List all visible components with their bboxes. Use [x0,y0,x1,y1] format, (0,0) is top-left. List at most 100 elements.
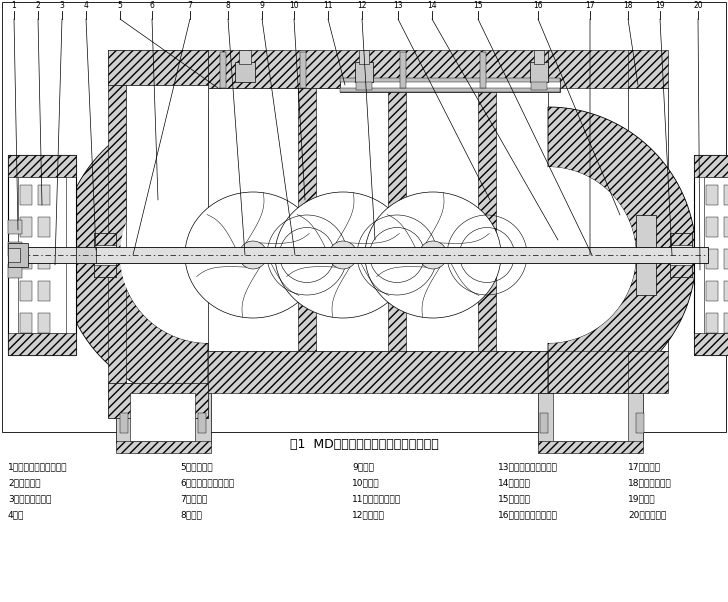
Text: 6、吸入段（进水段）: 6、吸入段（进水段） [180,478,234,487]
Bar [108,263,126,383]
Bar [538,441,643,453]
Text: 6: 6 [149,1,154,10]
Bar [108,85,126,255]
Ellipse shape [239,241,267,269]
Text: 7: 7 [188,1,192,10]
Bar [208,351,548,393]
Text: 14、平衡套: 14、平衡套 [498,478,531,487]
Bar [8,248,20,262]
Bar [20,313,32,333]
Bar [530,62,548,82]
Bar [724,313,728,333]
Bar [400,52,406,88]
Bar [208,50,548,88]
Bar [120,413,128,433]
Bar [694,155,728,177]
Text: 17: 17 [585,1,595,10]
Text: 15: 15 [473,1,483,10]
Bar [628,50,668,88]
Bar [359,50,369,64]
Bar [38,217,50,237]
Text: 5、拉紧螺栓: 5、拉紧螺栓 [180,462,213,471]
Bar [94,233,116,277]
Bar [706,217,718,237]
Text: 14: 14 [427,1,437,10]
Bar [548,351,643,393]
Bar [388,88,406,351]
Text: 2: 2 [36,1,40,10]
Bar [724,249,728,269]
Bar [94,233,116,245]
Bar [340,78,560,92]
Bar [20,281,32,301]
Bar [38,313,50,333]
Bar [628,351,668,393]
Polygon shape [548,167,636,343]
Bar [108,50,208,85]
Bar [298,88,316,351]
Polygon shape [108,50,208,85]
Bar [478,88,496,351]
Bar [670,265,692,277]
Bar [540,413,548,433]
Bar [694,155,728,355]
Bar [340,78,560,82]
Bar [356,82,372,90]
Bar [706,281,718,301]
Polygon shape [60,107,208,403]
Polygon shape [120,167,208,343]
Bar [38,281,50,301]
Bar [2,2,726,432]
Text: 12: 12 [357,1,367,10]
Bar [628,88,668,351]
Text: 8: 8 [226,1,230,10]
Bar [116,393,211,443]
Bar [670,233,692,245]
Bar [694,333,728,355]
Bar [636,413,644,433]
Bar [8,242,22,256]
Bar [724,281,728,301]
Text: 16、填料函体（尾盖）: 16、填料函体（尾盖） [498,510,558,519]
Bar [300,52,306,88]
Text: 11: 11 [323,1,333,10]
Text: 18、水封管部件: 18、水封管部件 [628,478,672,487]
Bar [8,155,76,177]
Bar [126,85,208,255]
Text: 12、导叶套: 12、导叶套 [352,510,385,519]
Bar [239,50,251,64]
Text: 9、中段: 9、中段 [352,462,374,471]
Bar [20,185,32,205]
Ellipse shape [419,241,447,269]
Text: 18: 18 [623,1,633,10]
Bar [355,62,373,82]
Bar [38,185,50,205]
Text: 10: 10 [289,1,298,10]
Text: 4、轴: 4、轴 [8,510,24,519]
Bar [220,52,226,88]
Text: 11、平衡水管部件: 11、平衡水管部件 [352,494,401,503]
Text: 3: 3 [60,1,65,10]
Bar [534,50,544,64]
Bar [636,215,656,295]
Ellipse shape [185,192,321,318]
Bar [704,177,728,333]
Bar [20,247,708,263]
Bar [8,243,28,267]
Bar [76,247,96,263]
Bar [116,441,211,453]
Text: 2、滚动轴承: 2、滚动轴承 [8,478,41,487]
Bar [480,52,486,88]
Bar [340,88,560,92]
Bar [198,413,206,433]
Bar [706,249,718,269]
Text: 4: 4 [84,1,88,10]
Text: 1、柱销弹性联轴器部件: 1、柱销弹性联轴器部件 [8,462,68,471]
Text: 1: 1 [12,1,16,10]
Text: 9: 9 [260,1,264,10]
Ellipse shape [275,192,411,318]
Bar [531,82,547,90]
Bar [130,393,195,441]
Text: 13、吐出段（出水段）: 13、吐出段（出水段） [498,462,558,471]
Bar [724,217,728,237]
